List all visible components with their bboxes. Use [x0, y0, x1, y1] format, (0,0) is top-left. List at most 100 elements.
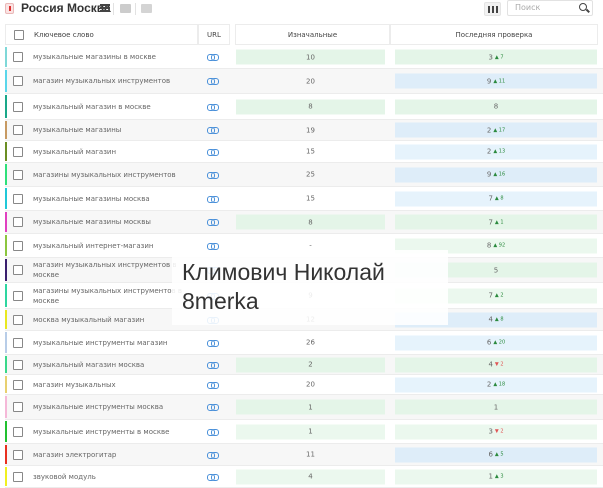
- row-checkbox[interactable]: [13, 217, 23, 227]
- row-checkbox[interactable]: [13, 402, 23, 412]
- url-link-icon[interactable]: [207, 127, 219, 134]
- table-row[interactable]: магазины музыкальных инструментов 25 9 ▲ 16: [5, 163, 603, 187]
- position-change: ▼ 2: [494, 428, 504, 435]
- row-checkbox[interactable]: [13, 169, 23, 180]
- table-row[interactable]: музыкальные магазины москва 15 7 ▲ 8: [5, 187, 603, 211]
- search-input[interactable]: Поиск: [507, 0, 593, 16]
- row-checkbox[interactable]: [13, 125, 23, 135]
- row-checkbox[interactable]: [13, 240, 23, 251]
- row-checkbox[interactable]: [13, 52, 23, 62]
- table-row[interactable]: музыкальный магазин 15 2 ▲ 13: [5, 141, 603, 163]
- keyword-color-marker: [5, 95, 7, 118]
- url-link-icon[interactable]: [207, 103, 219, 111]
- list-view-icon[interactable]: [100, 4, 110, 12]
- row-checkbox[interactable]: [13, 359, 23, 370]
- arrow-up-icon: ▲: [494, 316, 499, 323]
- url-link-icon[interactable]: [207, 339, 219, 347]
- url-link-icon[interactable]: [207, 428, 219, 436]
- column-header-keyword[interactable]: Ключевое слово: [5, 24, 198, 45]
- row-checkbox[interactable]: [13, 76, 23, 86]
- folder-link-icon[interactable]: [141, 4, 152, 13]
- position-change: ▲ 7: [494, 54, 504, 60]
- arrow-down-icon: ▼: [494, 428, 499, 435]
- url-link-icon[interactable]: [207, 451, 219, 459]
- last-check-position: 3 ▼ 2: [395, 424, 597, 439]
- url-link-icon[interactable]: [207, 148, 219, 156]
- table-row[interactable]: музыкальные магазины москвы 8 7 ▲ 1: [5, 211, 603, 234]
- table-row[interactable]: музыкальные магазины 19 2 ▲ 17: [5, 120, 603, 141]
- keyword-text: магазины музыкальных инструментов в моск…: [33, 286, 183, 305]
- keyword-text: москва музыкальный магазин: [33, 315, 145, 324]
- last-check-position: 6 ▲ 5: [395, 447, 597, 462]
- row-checkbox[interactable]: [13, 379, 23, 390]
- keyword-text: магазин электрогитар: [33, 450, 117, 459]
- table-row[interactable]: магазин электрогитар 11 6 ▲ 5: [5, 444, 603, 466]
- table-row[interactable]: музыкальные инструменты москва 1 1: [5, 395, 603, 420]
- keyword-text: звуковой модуль: [33, 472, 96, 481]
- initial-position: 26: [306, 338, 315, 347]
- url-link-icon[interactable]: [207, 78, 219, 85]
- row-checkbox[interactable]: [13, 337, 23, 348]
- column-header-initial[interactable]: Изначальные: [235, 24, 390, 45]
- divider: [135, 3, 136, 15]
- keyword-text: музыкальные инструменты в москве: [33, 427, 170, 436]
- url-link-icon[interactable]: [207, 219, 219, 226]
- arrow-up-icon: ▲: [493, 381, 498, 388]
- initial-position: 19: [306, 126, 315, 134]
- keyword-color-marker: [5, 259, 7, 281]
- url-link-icon[interactable]: [207, 242, 219, 250]
- last-check-position: 3 ▲ 7: [395, 49, 597, 65]
- position-change: ▲ 18: [493, 381, 506, 388]
- row-checkbox[interactable]: [13, 146, 23, 157]
- position-change: ▲ 5: [494, 451, 504, 458]
- last-check-position: 7 ▲ 8: [395, 191, 597, 206]
- table-row[interactable]: магазин музыкальных инструментов 20 9 ▲ 11: [5, 69, 603, 94]
- row-checkbox[interactable]: [13, 426, 23, 437]
- table-row[interactable]: магазин музыкальных 20 2 ▲ 18: [5, 375, 603, 395]
- arrow-up-icon: ▲: [494, 292, 499, 299]
- arrow-up-icon: ▲: [493, 339, 498, 346]
- last-check-position: 9 ▲ 16: [395, 167, 597, 182]
- initial-position: 11: [306, 450, 315, 459]
- row-checkbox[interactable]: [13, 449, 23, 460]
- url-link-icon[interactable]: [207, 404, 219, 411]
- url-link-icon[interactable]: [207, 195, 219, 203]
- keyword-color-marker: [5, 212, 7, 232]
- url-link-icon[interactable]: [207, 381, 219, 389]
- last-check-position: 7 ▲ 1: [395, 214, 597, 230]
- table-row[interactable]: музыкальный магазин в москве 8 8: [5, 94, 603, 120]
- row-checkbox[interactable]: [13, 193, 23, 204]
- columns-toggle-button[interactable]: [484, 2, 501, 16]
- row-checkbox[interactable]: [13, 101, 23, 112]
- keyword-text: магазин музыкальных: [33, 380, 116, 389]
- table-row[interactable]: музыкальные инструменты в москве 1 3 ▼ 2: [5, 420, 603, 444]
- arrow-up-icon: ▲: [493, 242, 498, 249]
- column-header-url[interactable]: URL: [198, 24, 230, 45]
- url-link-icon[interactable]: [207, 54, 219, 61]
- table-row[interactable]: музыкальные инструменты магазин 26 6 ▲ 20: [5, 331, 603, 355]
- row-checkbox[interactable]: [13, 265, 23, 275]
- position-change: ▲ 13: [493, 148, 506, 155]
- last-check-position: 9 ▲ 11: [395, 73, 597, 89]
- select-all-checkbox[interactable]: [14, 29, 24, 40]
- column-header-last-check[interactable]: Последняя проверка: [390, 24, 598, 45]
- url-link-icon[interactable]: [207, 171, 219, 179]
- last-check-position: 8 ▲ 92: [395, 238, 597, 253]
- arrow-up-icon: ▲: [493, 148, 498, 155]
- row-checkbox[interactable]: [13, 290, 23, 301]
- table-row[interactable]: музыкальный магазин москва 2 4 ▼ 2: [5, 355, 603, 375]
- keyword-color-marker: [5, 376, 7, 393]
- url-link-icon[interactable]: [207, 473, 219, 481]
- search-icon[interactable]: [579, 3, 587, 11]
- table-row[interactable]: музыкальные магазины в москве 10 3 ▲ 7: [5, 46, 603, 69]
- position-change: ▲ 3: [494, 473, 504, 480]
- url-link-icon[interactable]: [207, 361, 219, 369]
- initial-position: 20: [306, 77, 315, 85]
- last-check-position: 6 ▲ 20: [395, 335, 597, 350]
- table-row[interactable]: звуковой модуль 4 1 ▲ 3: [5, 466, 603, 488]
- initial-position: 10: [236, 49, 385, 65]
- folder-icon[interactable]: [120, 4, 131, 13]
- row-checkbox[interactable]: [13, 314, 23, 325]
- keyword-color-marker: [5, 164, 7, 185]
- row-checkbox[interactable]: [13, 471, 23, 482]
